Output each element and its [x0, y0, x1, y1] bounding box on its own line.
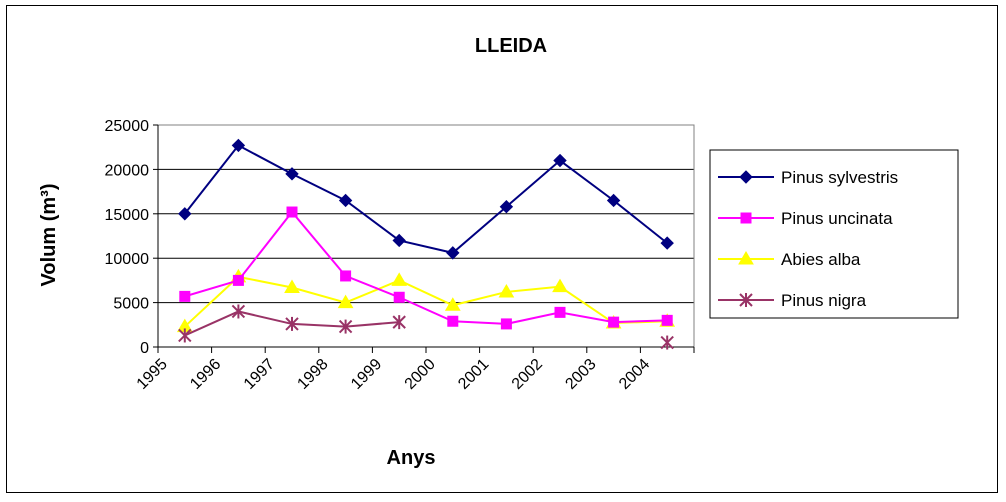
series-pinus-nigra — [178, 304, 674, 350]
chart-title: LLEIDA — [475, 35, 547, 57]
y-tick-label: 10000 — [105, 251, 150, 268]
legend-item-pinus-sylvestris: Pinus sylvestris — [718, 168, 898, 187]
data-point-pinus-uncinata — [179, 290, 191, 302]
data-point-pinus-uncinata — [340, 270, 352, 282]
legend-item-pinus-nigra: Pinus nigra — [718, 291, 867, 310]
data-point-abies-alba — [498, 283, 515, 298]
data-point-pinus-uncinata — [554, 306, 566, 318]
series-pinus-sylvestris — [178, 138, 674, 260]
y-tick-label: 5000 — [113, 296, 149, 313]
data-point-pinus-nigra — [231, 304, 246, 319]
y-tick-label: 0 — [140, 340, 149, 357]
data-point-abies-alba — [391, 272, 408, 286]
series-group — [176, 138, 676, 350]
data-point-pinus-sylvestris — [499, 199, 514, 214]
data-point-pinus-sylvestris — [231, 138, 246, 153]
x-tick-label: 1998 — [294, 356, 331, 393]
data-point-abies-alba — [337, 294, 354, 309]
legend: Pinus sylvestris Pinus uncinata Abies alba… — [709, 149, 959, 319]
legend-item-abies-alba: Abies alba — [718, 250, 861, 269]
x-axis-title: Anys — [387, 447, 436, 469]
y-tick-label: 15000 — [105, 207, 150, 224]
legend-label: Pinus nigra — [781, 291, 867, 310]
x-tick-label: 2004 — [616, 356, 653, 393]
data-point-pinus-uncinata — [500, 318, 512, 330]
legend-marker — [738, 251, 754, 265]
data-point-pinus-sylvestris — [392, 233, 406, 248]
series-abies-alba — [176, 268, 676, 333]
y-axis-title: Volum (m³) — [38, 184, 60, 287]
data-point-pinus-uncinata — [393, 291, 405, 303]
x-tick-label: 2002 — [509, 356, 546, 393]
legend-marker — [739, 170, 753, 184]
data-point-pinus-nigra — [338, 319, 353, 334]
y-tick-label: 25000 — [105, 118, 150, 135]
data-point-pinus-uncinata — [608, 316, 620, 328]
data-point-pinus-sylvestris — [446, 246, 460, 260]
x-tick-label: 2003 — [562, 356, 599, 393]
data-point-pinus-nigra — [178, 328, 192, 343]
legend-marker — [739, 293, 753, 307]
x-tick-label: 2000 — [402, 356, 439, 393]
series-line-pinus-uncinata — [184, 210, 668, 325]
data-point-abies-alba — [444, 297, 461, 311]
legend-marker — [740, 212, 752, 224]
legend-label: Pinus sylvestris — [781, 168, 898, 187]
data-point-pinus-uncinata — [447, 315, 459, 327]
x-tick-label: 1997 — [241, 356, 278, 393]
legend-item-pinus-uncinata: Pinus uncinata — [718, 209, 893, 228]
data-point-abies-alba — [284, 279, 300, 294]
data-point-pinus-sylvestris — [178, 207, 192, 221]
data-point-pinus-uncinata — [232, 274, 244, 286]
data-point-pinus-uncinata — [286, 206, 298, 218]
x-tick-label: 1999 — [348, 356, 385, 393]
series-line-pinus-sylvestris — [184, 144, 668, 254]
data-point-pinus-sylvestris — [606, 193, 621, 208]
data-point-pinus-sylvestris — [285, 167, 299, 181]
legend-label: Abies alba — [781, 250, 861, 269]
x-axis-ticks: 1995 1996 1997 1998 1999 2000 2001 2002 2003 2004 — [134, 347, 695, 393]
x-tick-label: 2001 — [455, 356, 492, 393]
series-line-abies-alba — [184, 275, 668, 328]
data-point-pinus-sylvestris — [660, 236, 674, 250]
data-point-pinus-nigra — [660, 335, 674, 350]
data-point-abies-alba — [552, 278, 568, 293]
data-point-pinus-sylvestris — [553, 153, 567, 168]
data-point-pinus-sylvestris — [338, 193, 353, 208]
y-tick-label: 20000 — [105, 162, 150, 179]
y-axis-ticks: 0 5000 10000 15000 20000 25000 — [105, 118, 158, 357]
data-point-pinus-nigra — [392, 315, 406, 330]
series-pinus-uncinata — [179, 206, 673, 330]
x-tick-label: 1996 — [187, 356, 224, 393]
data-point-pinus-nigra — [285, 316, 299, 331]
legend-label: Pinus uncinata — [781, 209, 893, 228]
x-tick-label: 1995 — [134, 356, 171, 393]
data-point-pinus-uncinata — [661, 314, 673, 326]
